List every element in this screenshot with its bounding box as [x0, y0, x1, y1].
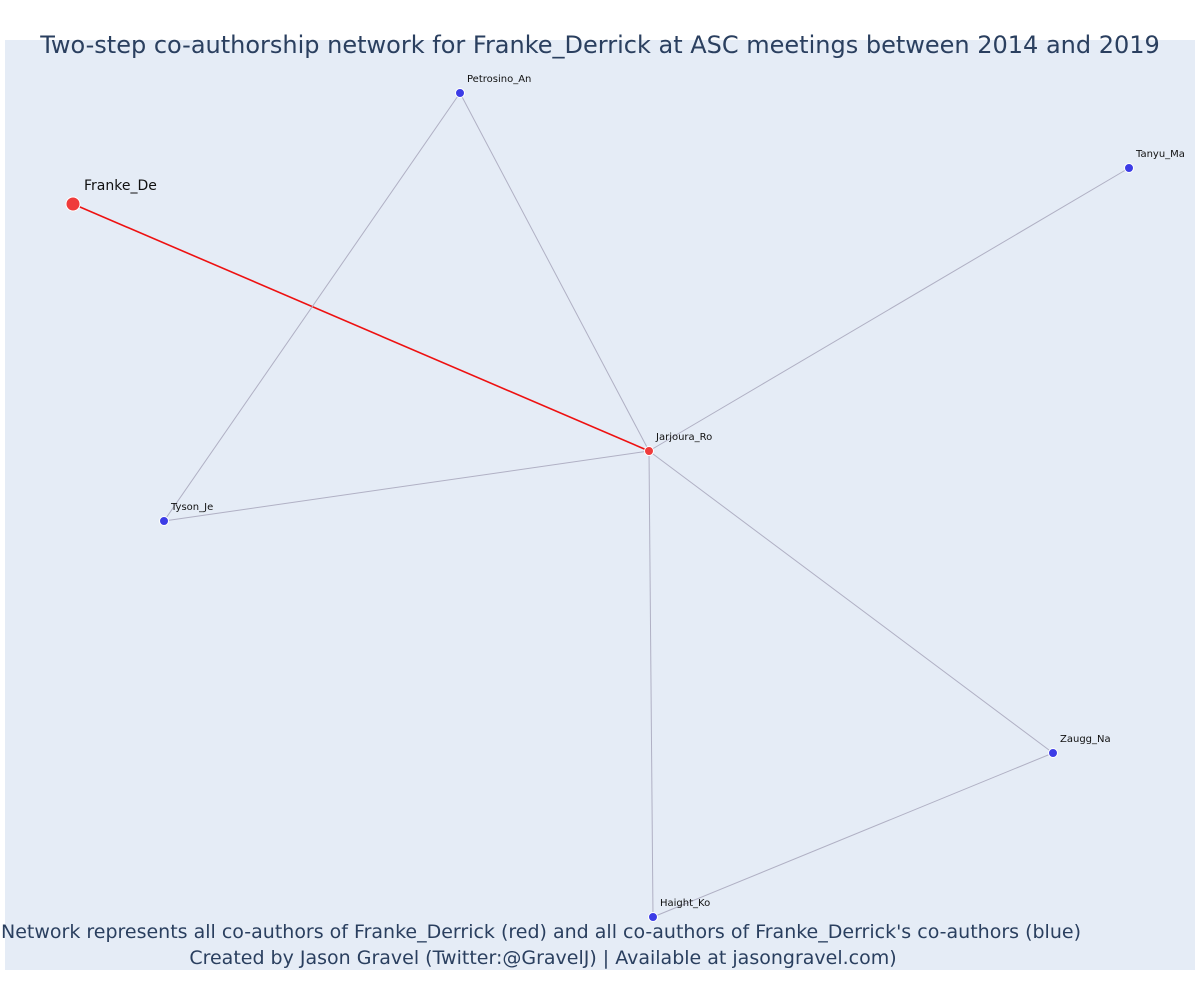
node-label-petrosino: Petrosino_An [467, 74, 531, 85]
node-label-tyson: Tyson_Je [170, 502, 213, 513]
node-petrosino[interactable] [455, 88, 465, 98]
node-label-jarjoura: Jarjoura_Ro [655, 432, 712, 443]
node-label-haight: Haight_Ko [660, 898, 710, 909]
edge-petrosino-jarjoura [459, 92, 650, 452]
node-tanyu[interactable] [1124, 163, 1134, 173]
edges-layer [72, 92, 1130, 918]
edge-haight-zaugg [652, 752, 1054, 918]
edge-tanyu-jarjoura [648, 167, 1130, 452]
caption-line-2: Created by Jason Gravel (Twitter:@Gravel… [189, 947, 896, 969]
edge-haight-jarjoura [648, 450, 654, 918]
edge-franke-jarjoura [72, 203, 650, 452]
edge-zaugg-jarjoura [648, 450, 1054, 754]
node-zaugg[interactable] [1048, 748, 1058, 758]
plot-background [5, 40, 1195, 970]
node-label-franke: Franke_De [84, 178, 157, 194]
node-franke[interactable] [65, 196, 81, 212]
chart-title: Two-step co-authorship network for Frank… [39, 31, 1160, 59]
caption-line-1: Network represents all co-authors of Fra… [1, 921, 1081, 943]
node-jarjoura[interactable] [644, 446, 654, 456]
node-label-zaugg: Zaugg_Na [1060, 734, 1111, 745]
node-label-tanyu: Tanyu_Ma [1135, 149, 1185, 160]
nodes-layer [65, 88, 1134, 922]
edge-petrosino-tyson [163, 92, 461, 522]
edge-tyson-jarjoura [163, 450, 650, 522]
labels-layer: Franke_De Jarjoura_Ro Petrosino_An Tanyu_Ma… [84, 74, 1185, 909]
node-tyson[interactable] [159, 516, 169, 526]
node-haight[interactable] [648, 912, 658, 922]
